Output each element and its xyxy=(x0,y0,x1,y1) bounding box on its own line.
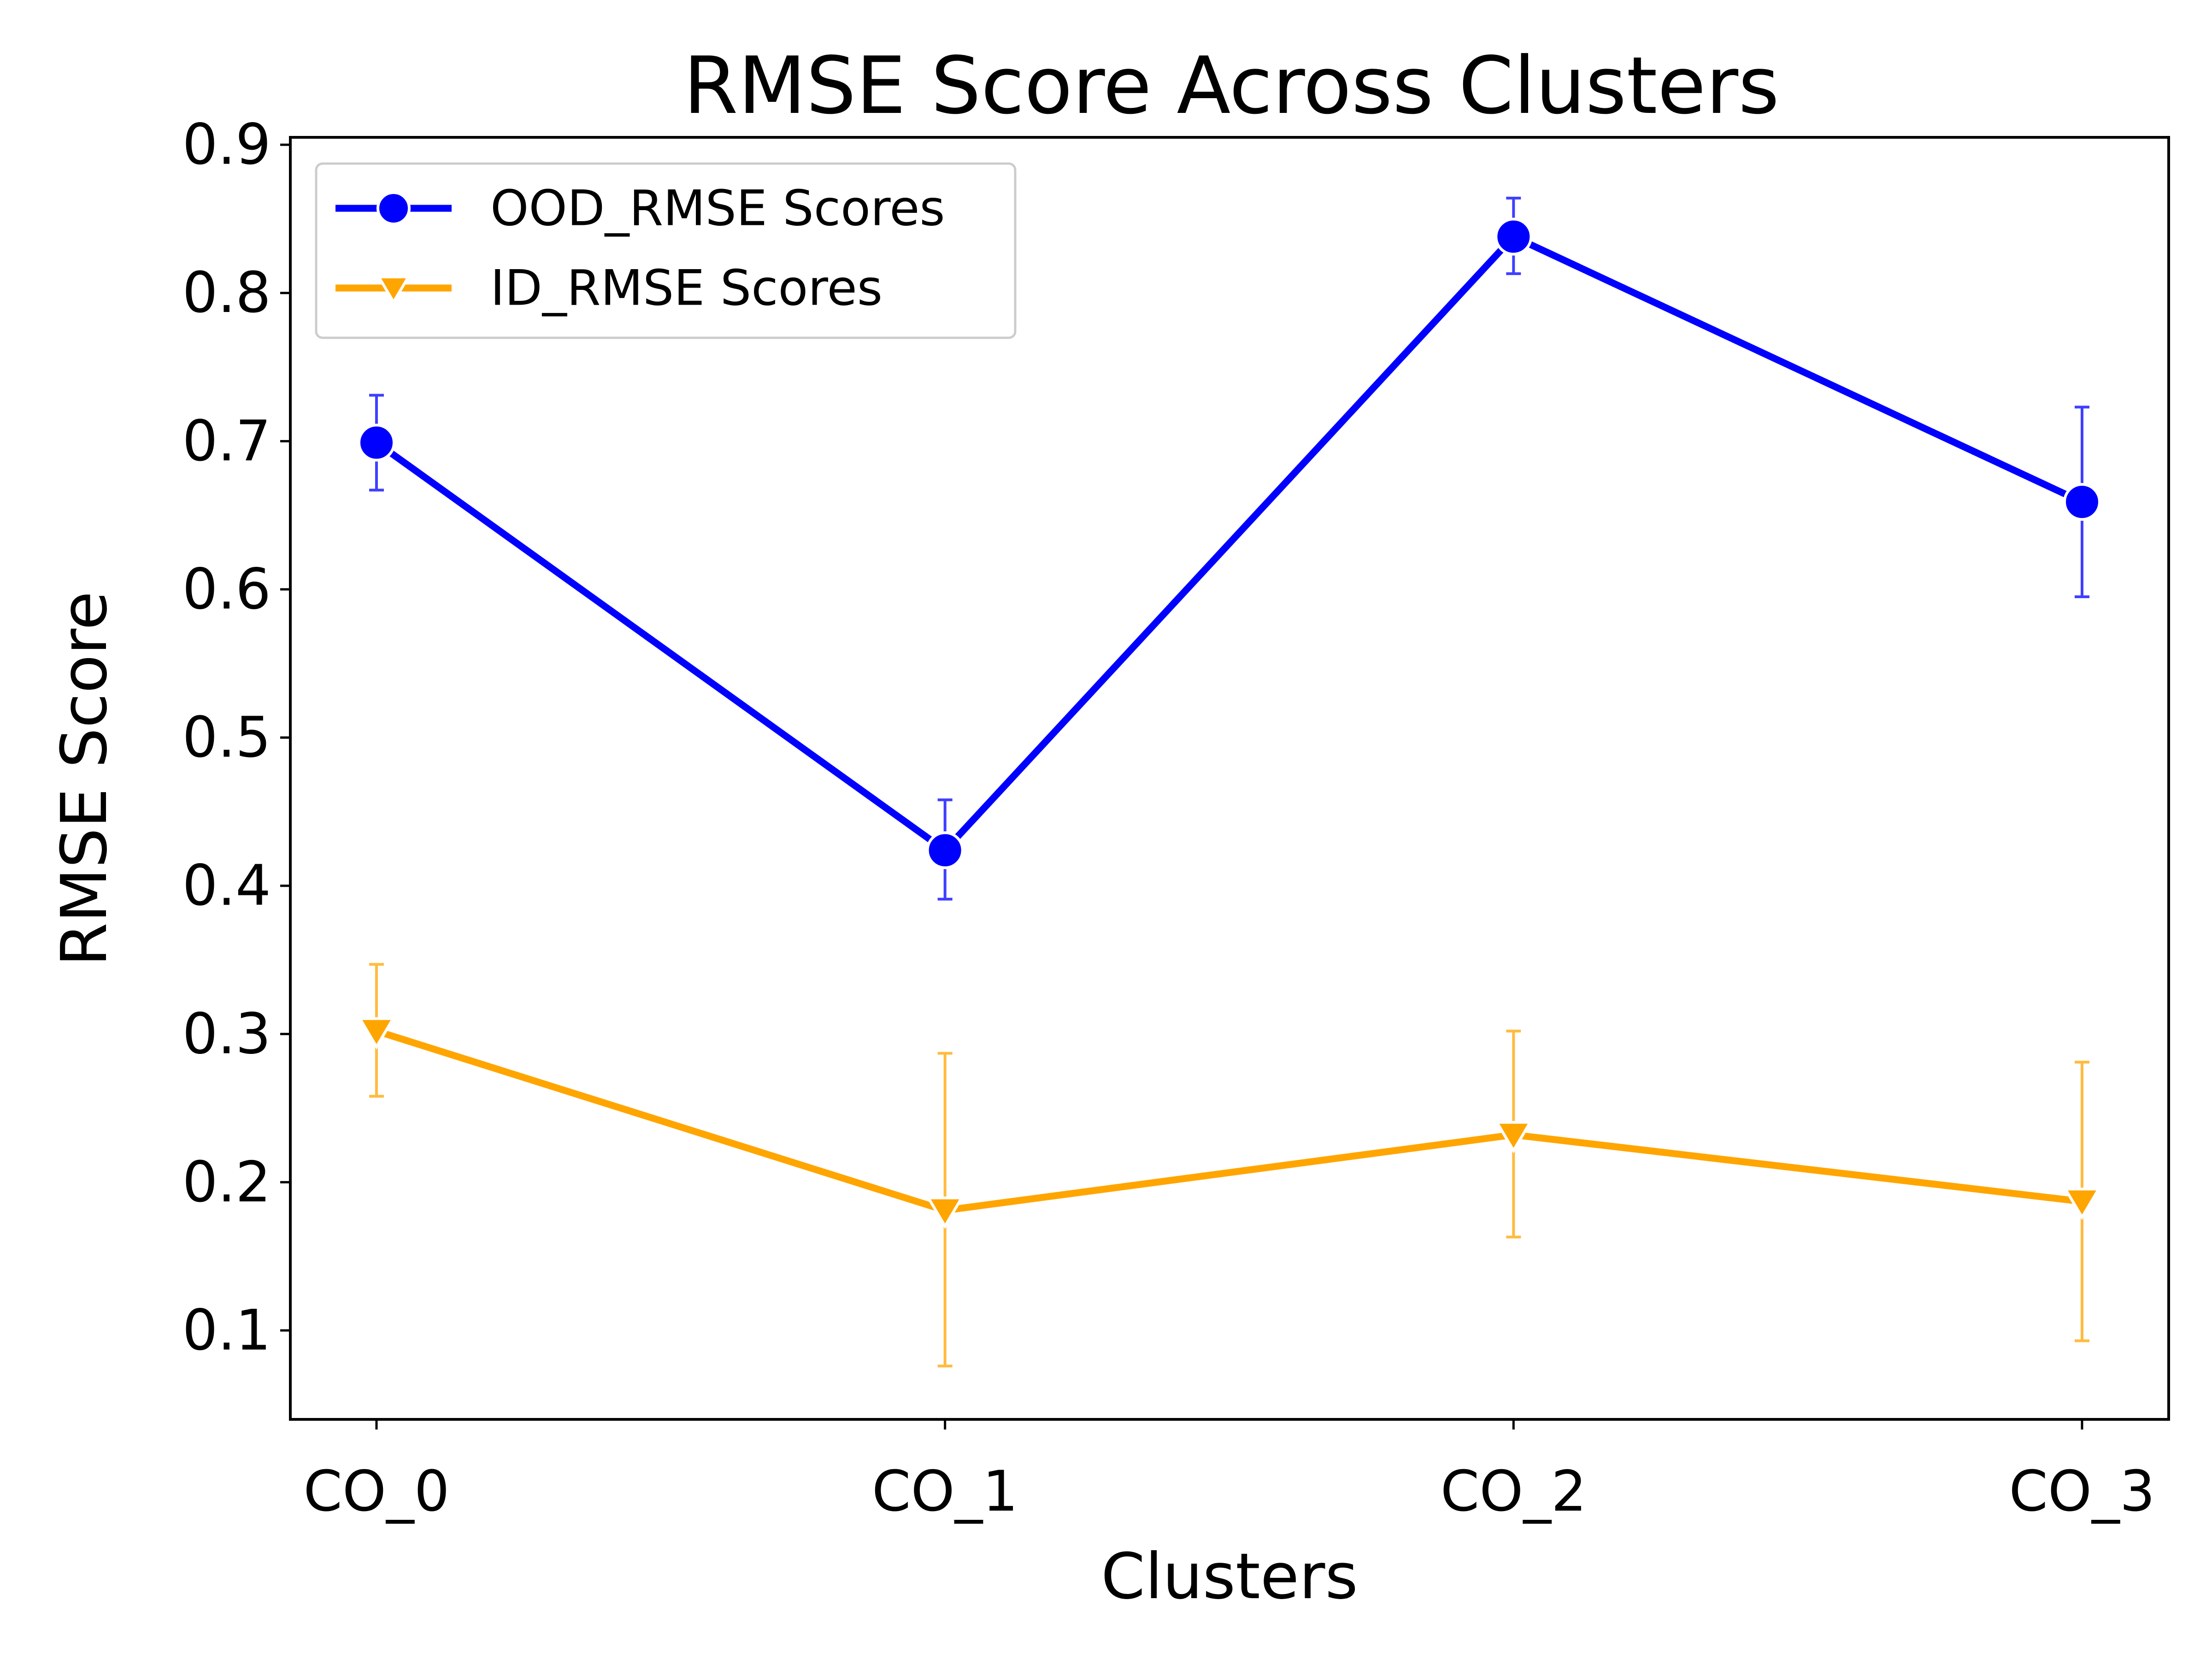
series-ood xyxy=(358,196,2101,901)
data-point-marker xyxy=(926,1196,964,1229)
legend-label-ood: OOD_RMSE Scores xyxy=(490,180,945,237)
data-point-marker xyxy=(357,1017,396,1050)
series-layer xyxy=(357,196,2101,1368)
y-tick-label: 0.8 xyxy=(182,260,271,325)
data-point-marker xyxy=(2063,1188,2101,1220)
y-tick-label: 0.7 xyxy=(182,409,271,474)
y-tick-label: 0.1 xyxy=(182,1298,271,1363)
y-tick-label: 0.2 xyxy=(182,1150,271,1215)
x-tick-label: CO_0 xyxy=(303,1459,449,1524)
legend: OOD_RMSE Scores ID_RMSE Scores xyxy=(315,162,1017,339)
data-point-marker xyxy=(926,831,964,869)
y-tick-label: 0.9 xyxy=(182,112,271,177)
series-line xyxy=(375,1028,2083,1214)
y-axis-label: RMSE Score xyxy=(48,591,121,966)
series-line xyxy=(374,232,2084,855)
series-id xyxy=(357,963,2101,1368)
data-point-marker xyxy=(2063,483,2101,521)
legend-label-id: ID_RMSE Scores xyxy=(490,260,882,317)
y-tick-label: 0.3 xyxy=(182,1001,271,1066)
y-tick-label: 0.4 xyxy=(182,853,271,918)
y-tick-label: 0.6 xyxy=(182,557,271,622)
x-tick-label: CO_3 xyxy=(2009,1459,2155,1524)
plot-area-frame xyxy=(289,136,2170,1421)
legend-box xyxy=(315,162,1017,339)
legend-marker-id xyxy=(376,276,411,305)
data-point-marker xyxy=(358,424,395,462)
x-tick-label: CO_2 xyxy=(1441,1459,1587,1524)
data-point-marker xyxy=(1494,218,1533,256)
y-axis: 0.1 0.2 0.3 0.4 0.5 0.6 0.7 0.8 0.9 xyxy=(182,112,290,1363)
y-tick-label: 0.5 xyxy=(182,705,271,770)
x-axis: CO_0 CO_1 CO_2 CO_3 xyxy=(303,1419,2155,1524)
data-point-marker xyxy=(1494,1121,1533,1153)
x-tick-label: CO_1 xyxy=(872,1459,1018,1524)
x-axis-label: Clusters xyxy=(1101,1540,1358,1613)
legend-marker-ood xyxy=(377,191,411,225)
chart-title: RMSE Score Across Clusters xyxy=(683,40,1779,132)
